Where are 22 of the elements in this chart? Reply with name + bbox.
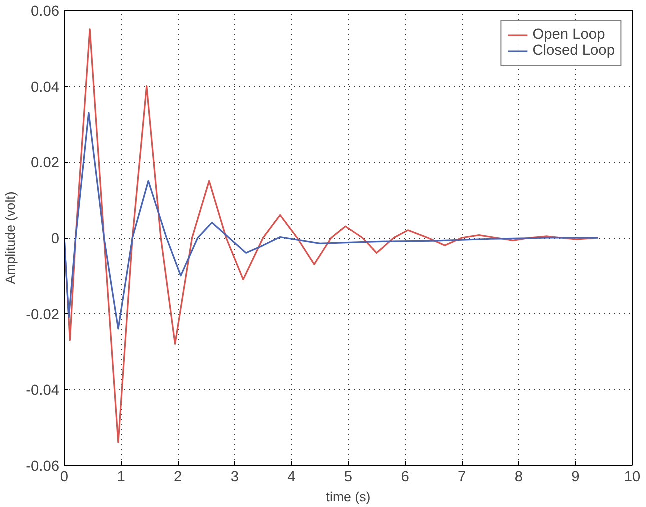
- y-tick-label: -0.06: [26, 459, 60, 475]
- line-series: [64, 112, 600, 330]
- y-tick-label: -0.02: [26, 307, 60, 324]
- legend-label: Open Loop: [532, 27, 606, 43]
- y-tick-label: -0.04: [26, 383, 60, 400]
- x-tick-label: 6: [401, 470, 410, 486]
- y-tick-label: 0.06: [30, 4, 60, 20]
- x-tick-label: 1: [117, 470, 126, 486]
- y-axis-title: Amplitude (volt): [3, 192, 18, 284]
- x-tick-label: 5: [344, 470, 353, 486]
- x-tick-label: 10: [624, 470, 641, 486]
- legend-label: Closed Loop: [532, 43, 615, 59]
- y-tick-label: 0: [51, 232, 60, 248]
- x-tick-label: 4: [288, 470, 296, 486]
- x-axis-title: time (s): [326, 490, 371, 504]
- x-tick-label: 2: [174, 470, 182, 486]
- x-tick-label: 8: [514, 470, 523, 486]
- y-tick-label: 0.02: [30, 156, 60, 172]
- y-tick-label: 0.04: [30, 80, 60, 96]
- x-tick-label: 3: [230, 470, 239, 486]
- x-tick-label: 9: [572, 470, 580, 486]
- x-tick-label: 7: [458, 470, 466, 486]
